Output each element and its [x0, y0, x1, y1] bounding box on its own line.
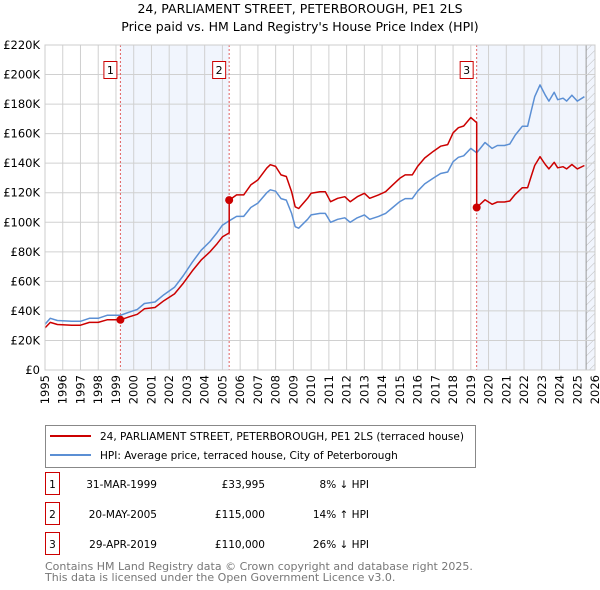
x-tick-label: 2005: [215, 375, 229, 404]
x-tick-label: 1999: [109, 375, 123, 404]
sale-row-number-box: [45, 472, 60, 495]
x-tick-label: 2002: [162, 375, 176, 404]
y-tick-label: £220K: [3, 38, 40, 52]
sale-price: £115,000: [215, 509, 265, 521]
sale-marker-label: 1: [107, 64, 114, 77]
sale-hpi-diff: 26% ↓ HPI: [313, 539, 369, 551]
sale-row-number-box: [45, 502, 60, 525]
x-tick-label: 2006: [233, 375, 247, 404]
sale-hpi-diff: 8% ↓ HPI: [320, 479, 369, 491]
x-tick-label: 2004: [198, 375, 212, 404]
sale-row-number-box: [45, 532, 60, 555]
sale-point: [116, 315, 125, 324]
x-tick-label: 2021: [499, 375, 513, 404]
legend: 24, PARLIAMENT STREET, PETERBOROUGH, PE1…: [45, 425, 476, 468]
x-tick-label: 2014: [375, 375, 389, 404]
chart-title: 24, PARLIAMENT STREET, PETERBOROUGH, PE1…: [137, 1, 462, 16]
x-tick-label: 2020: [482, 375, 496, 404]
sale-row-number: 1: [49, 479, 56, 491]
x-tick-label: 2018: [446, 375, 460, 404]
sale-marker-box: [459, 61, 474, 79]
x-tick-label: 2012: [340, 375, 354, 404]
x-tick-label: 1995: [38, 375, 52, 404]
x-tick-label: 2009: [286, 375, 300, 404]
sale-point: [225, 196, 234, 205]
x-tick-label: 2024: [553, 375, 567, 404]
x-tick-label: 2000: [127, 375, 141, 404]
y-tick-label: £60K: [11, 274, 41, 288]
shaded-range: [120, 45, 230, 370]
sale-marker-box: [103, 61, 118, 79]
footer-copyright: Contains HM Land Registry data © Crown c…: [45, 560, 473, 573]
x-tick-label: 2019: [464, 375, 478, 404]
x-tick-label: 2013: [357, 375, 371, 404]
sale-row-number: 3: [49, 539, 56, 551]
sale-point: [472, 203, 481, 212]
plot-border: [44, 44, 596, 371]
x-tick-label: 2026: [588, 375, 600, 404]
x-tick-label: 2007: [251, 375, 265, 404]
y-tick-label: £80K: [11, 245, 41, 259]
property-price-line: [44, 116, 585, 329]
y-tick-label: £120K: [3, 186, 40, 200]
y-tick-label: £40K: [11, 304, 41, 318]
x-tick-label: 2025: [570, 375, 584, 404]
x-tick-label: 2022: [517, 375, 531, 404]
forecast-hatch: [586, 45, 595, 370]
y-tick-label: £0: [25, 363, 40, 377]
y-tick-label: £140K: [3, 156, 40, 170]
y-tick-label: £20K: [11, 333, 41, 347]
chart-subtitle: Price paid vs. HM Land Registry's House …: [121, 19, 478, 34]
x-tick-label: 2023: [535, 375, 549, 404]
y-tick-label: £160K: [3, 127, 40, 141]
sale-date: 31-MAR-1999: [86, 479, 157, 491]
legend-label-hpi: HPI: Average price, terraced house, City…: [100, 450, 398, 462]
y-tick-label: £100K: [3, 215, 40, 229]
sale-price: £110,000: [215, 539, 265, 551]
x-tick-label: 2015: [393, 375, 407, 404]
sales-table: 1 31-MAR-1999 £33,995 8% ↓ HPI 2 20-MAY-2005 £…: [45, 472, 369, 555]
x-tick-label: 2001: [144, 375, 158, 404]
sale-marker-box: [212, 61, 227, 79]
x-tick-label: 1996: [56, 375, 70, 404]
x-tick-label: 1997: [73, 375, 87, 404]
x-tick-label: 2017: [428, 375, 442, 404]
y-tick-label: £200K: [3, 68, 40, 82]
sale-row-number: 2: [49, 509, 56, 521]
sale-date: 29-APR-2019: [89, 539, 157, 551]
x-tick-label: 2016: [411, 375, 425, 404]
y-tick-label: £180K: [3, 97, 40, 111]
x-tick-label: 2008: [269, 375, 283, 404]
hpi-line: [44, 84, 585, 325]
x-tick-label: 2010: [304, 375, 318, 404]
sale-marker-label: 3: [463, 64, 470, 77]
x-tick-label: 1998: [91, 375, 105, 404]
sale-date: 20-MAY-2005: [89, 509, 157, 521]
legend-label-property: 24, PARLIAMENT STREET, PETERBOROUGH, PE1…: [100, 431, 464, 443]
footer-licence: This data is licensed under the Open Gov…: [44, 571, 395, 584]
x-tick-label: 2011: [322, 375, 336, 404]
sale-hpi-diff: 14% ↑ HPI: [313, 509, 369, 521]
x-tick-label: 2003: [180, 375, 194, 404]
sale-price: £33,995: [222, 479, 265, 491]
sale-marker-label: 2: [216, 64, 223, 77]
